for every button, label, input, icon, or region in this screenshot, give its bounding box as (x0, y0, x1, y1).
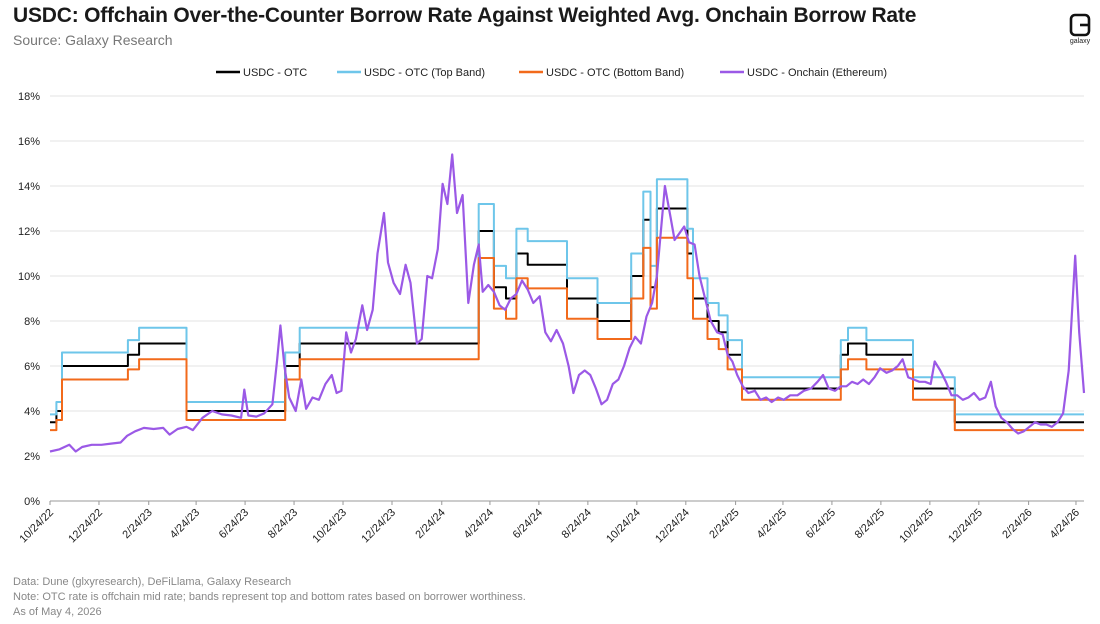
legend-label: USDC - OTC (Top Band) (364, 67, 485, 79)
legend-label: USDC - OTC (243, 67, 307, 79)
legend: USDC - OTC USDC - OTC (Top Band) USDC - OT… (216, 67, 887, 79)
x-tick-label: 10/24/23 (310, 507, 349, 546)
x-tick-label: 8/24/23 (266, 507, 300, 541)
x-tick-label: 2/24/23 (120, 507, 154, 541)
y-tick-label: 10% (18, 271, 40, 283)
x-tick-label: 8/24/25 (853, 507, 887, 541)
y-tick-label: 6% (24, 361, 40, 373)
x-tick-label: 10/24/24 (604, 507, 643, 546)
x-tick-label: 4/24/24 (462, 507, 496, 541)
x-tick-label: 2/24/24 (413, 507, 447, 541)
chart-subtitle: Source: Galaxy Research (13, 32, 173, 48)
x-tick-label: 12/24/25 (946, 507, 985, 546)
legend-label: USDC - Onchain (Ethereum) (747, 67, 887, 79)
y-axis: 0% 2% 4% 6% 8% 10% 12% 14% 16% 18% (18, 91, 40, 508)
x-axis: 10/24/22 12/24/22 2/24/23 4/24/23 6/24/23 8/2… (17, 501, 1082, 545)
x-tick-label: 12/24/24 (653, 507, 692, 546)
x-tick-label: 8/24/24 (560, 507, 594, 541)
x-tick-label: 4/24/23 (168, 507, 202, 541)
series-lines (49, 153, 1086, 453)
y-tick-label: 12% (18, 226, 40, 238)
y-tick-label: 0% (24, 496, 40, 508)
series-line-usdc-onchain-ethereum (49, 153, 1086, 453)
y-tick-label: 16% (18, 136, 40, 148)
x-tick-label: 6/24/23 (217, 507, 251, 541)
methodology-note: Note: OTC rate is offchain mid rate; ban… (13, 591, 526, 603)
y-tick-label: 2% (24, 451, 40, 463)
y-tick-label: 8% (24, 316, 40, 328)
x-tick-label: 12/24/23 (359, 507, 398, 546)
x-tick-label: 4/24/26 (1048, 507, 1082, 541)
x-tick-label: 2/24/25 (707, 507, 741, 541)
x-tick-label: 10/24/22 (17, 507, 56, 546)
x-tick-label: 2/24/26 (1000, 507, 1034, 541)
y-tick-label: 4% (24, 406, 40, 418)
as-of-date: As of May 4, 2026 (13, 606, 102, 618)
x-tick-label: 10/24/25 (897, 507, 936, 546)
x-tick-label: 12/24/22 (66, 507, 105, 546)
legend-label: USDC - OTC (Bottom Band) (546, 67, 684, 79)
galaxy-logo-icon (1069, 13, 1091, 37)
gridlines (50, 95, 1084, 502)
series-line-usdc-otc-bottom-band (50, 236, 1084, 432)
logo-text: galaxy (1069, 38, 1091, 45)
y-tick-label: 18% (18, 91, 40, 103)
data-source-note: Data: Dune (glxyresearch), DeFiLlama, Ga… (13, 576, 292, 588)
y-tick-label: 14% (18, 181, 40, 193)
chart-title: USDC: Offchain Over-the-Counter Borrow R… (13, 4, 917, 27)
x-tick-label: 6/24/24 (511, 507, 545, 541)
x-tick-label: 4/24/25 (755, 507, 789, 541)
x-tick-label: 6/24/25 (804, 507, 838, 541)
